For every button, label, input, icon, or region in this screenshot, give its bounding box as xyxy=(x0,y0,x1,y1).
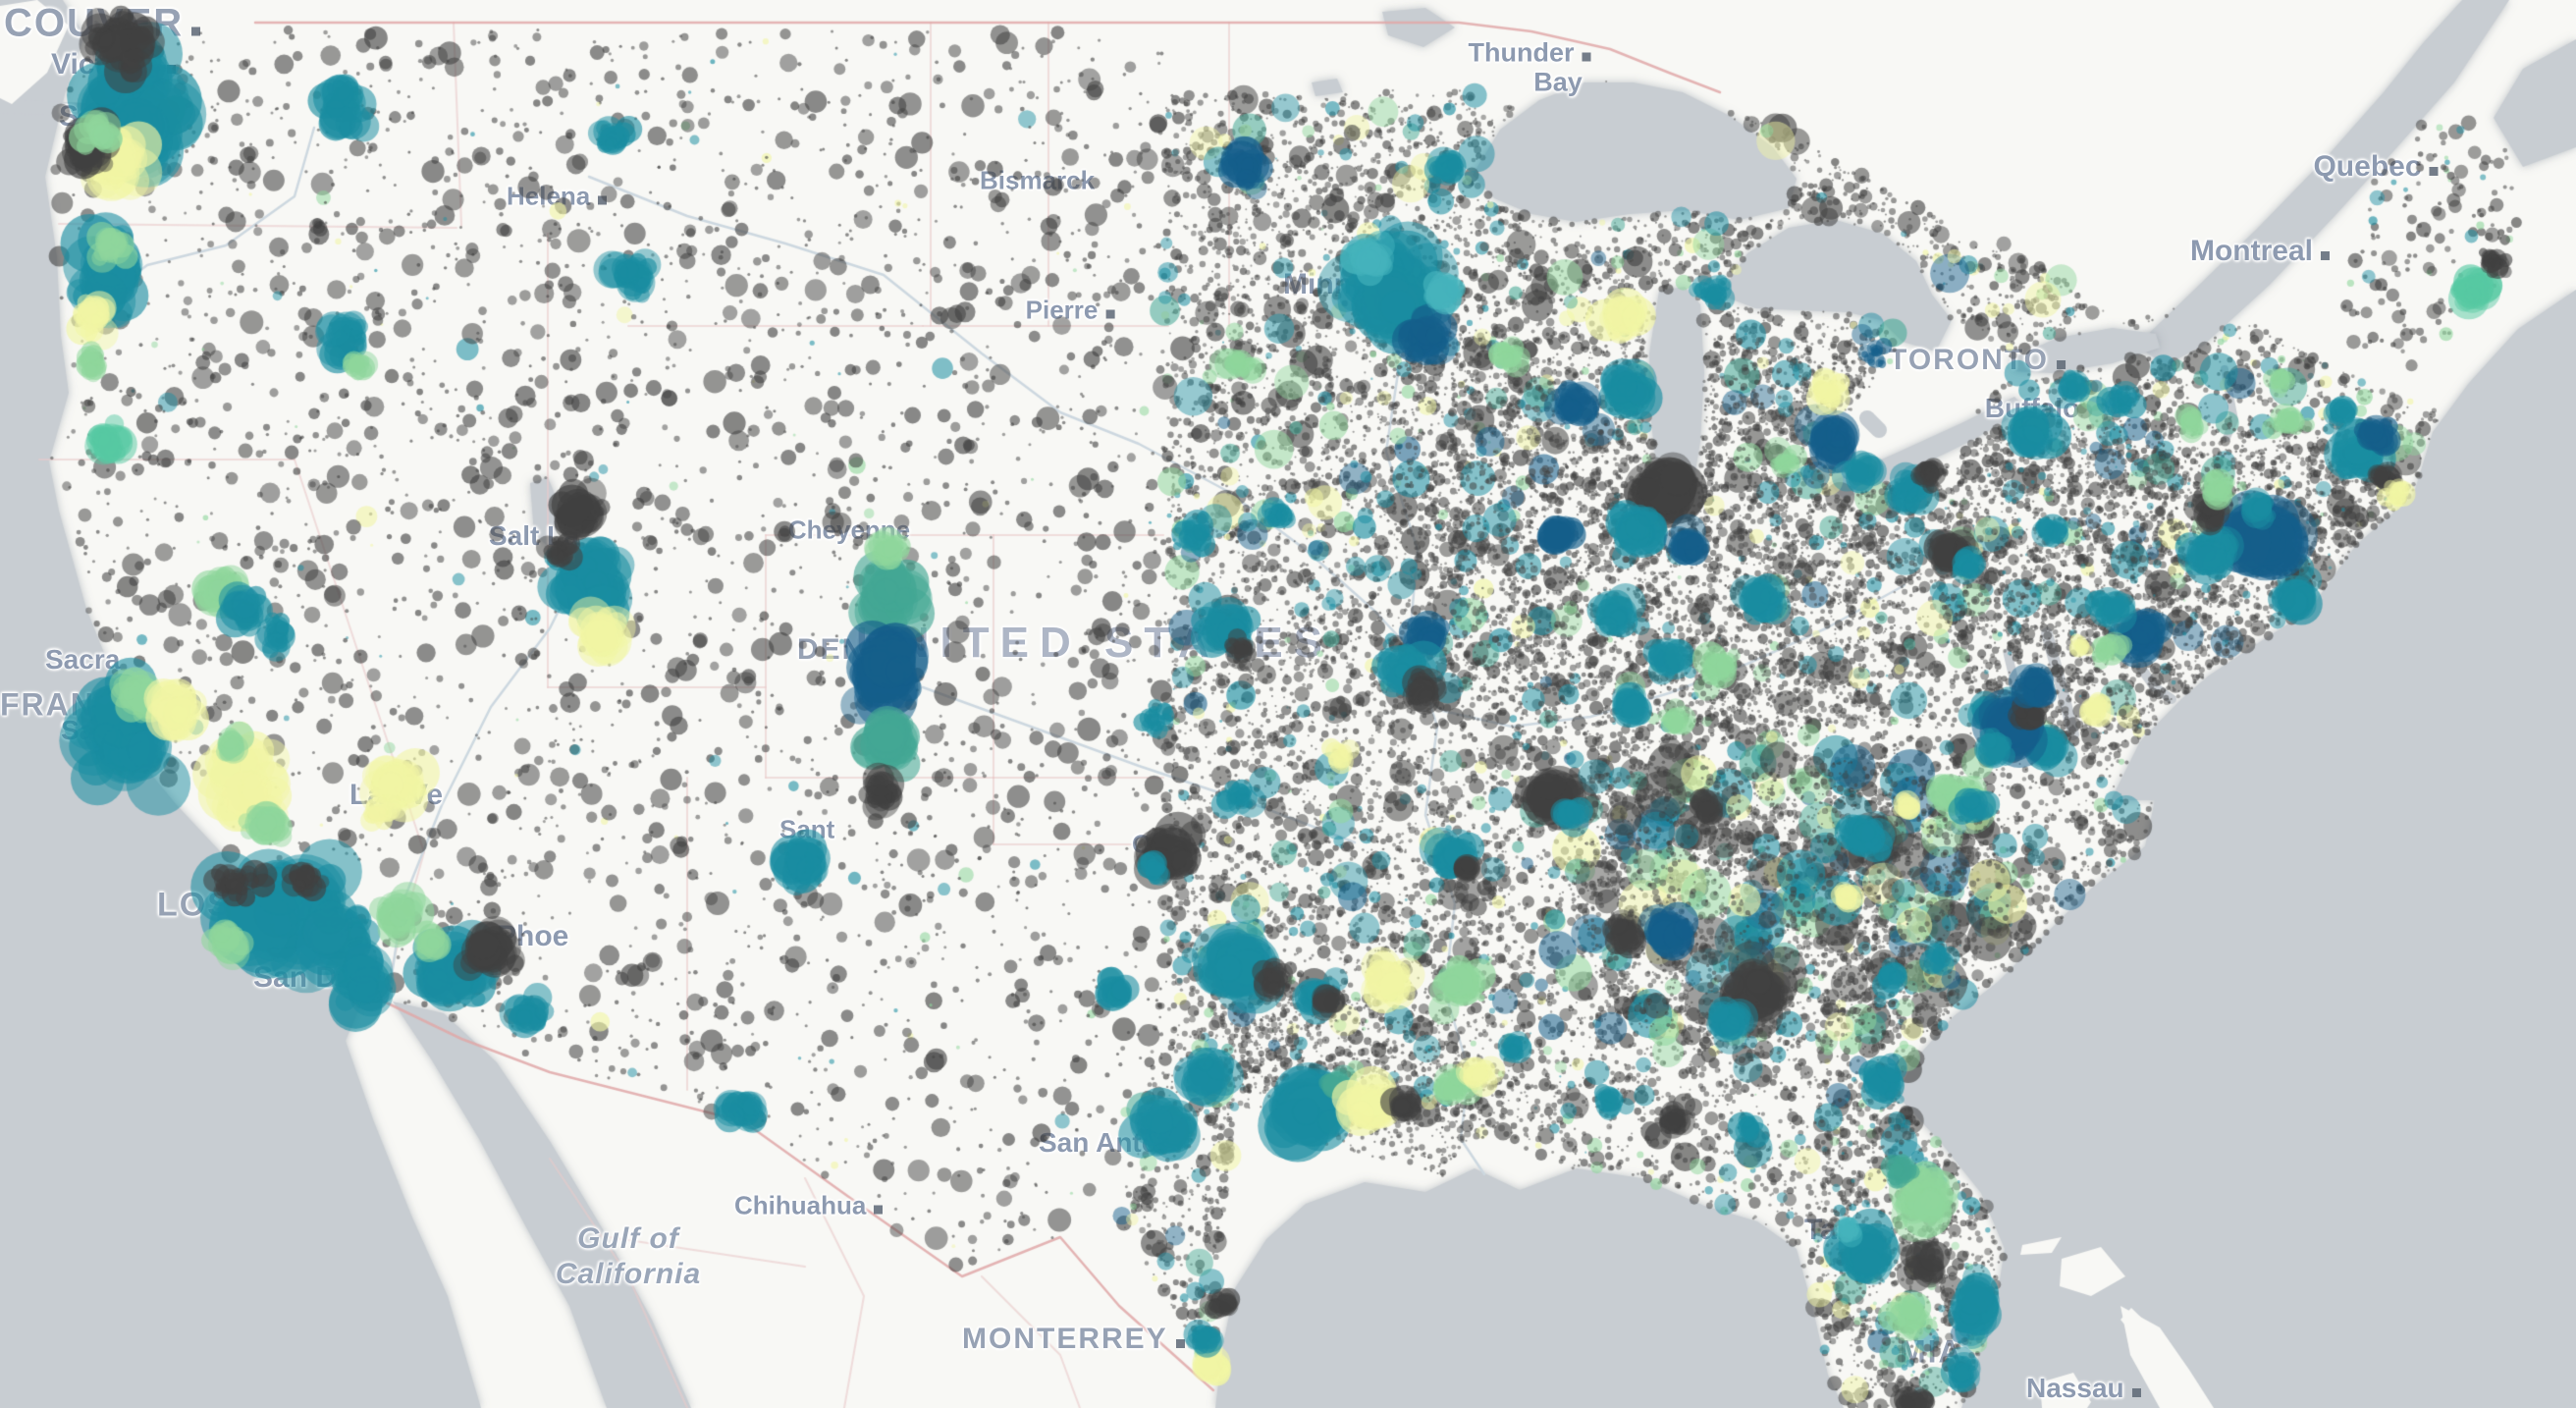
us-map[interactable]: COUVERVictoriaSeatThunderBayQuebecMontre… xyxy=(0,0,2576,1408)
dots-layer[interactable] xyxy=(0,0,2576,1408)
